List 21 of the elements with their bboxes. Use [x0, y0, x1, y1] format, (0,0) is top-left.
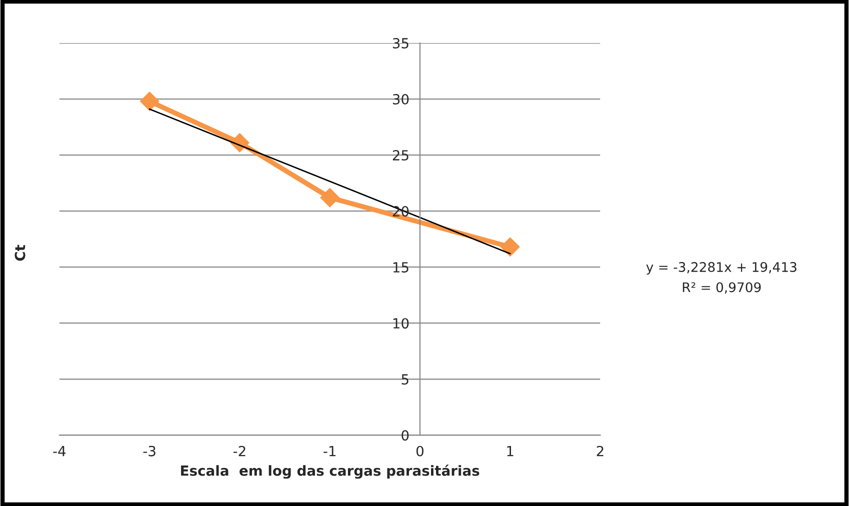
- y-tick-label: 0: [402, 430, 409, 441]
- x-tick-label: 2: [596, 446, 604, 456]
- y-axis-title: Ct: [14, 244, 26, 261]
- y-tick-label: 35: [392, 38, 408, 48]
- text: y = -3,2281x + 19,413: [646, 262, 796, 275]
- x-axis-title: Escala em log das cargas parasitárias: [181, 464, 480, 479]
- point: [320, 188, 340, 208]
- x-tick-label: 1: [507, 446, 514, 456]
- x-tick-label: 0: [416, 446, 424, 456]
- y-tick-label: 10: [393, 318, 409, 329]
- text: R² = 0,9709: [682, 282, 761, 294]
- x-tick-label: -3: [143, 446, 156, 456]
- y-tick-label: 25: [392, 150, 408, 161]
- y-tick-label: 15: [393, 262, 408, 273]
- x-tick-label: -1: [324, 446, 336, 456]
- y-tick-label: 5: [402, 374, 408, 385]
- point: [500, 237, 520, 256]
- point: [140, 92, 160, 111]
- x-tick-label: -4: [53, 446, 66, 456]
- y-tick-label: 30: [392, 94, 409, 105]
- x-tick-label: -2: [233, 446, 246, 456]
